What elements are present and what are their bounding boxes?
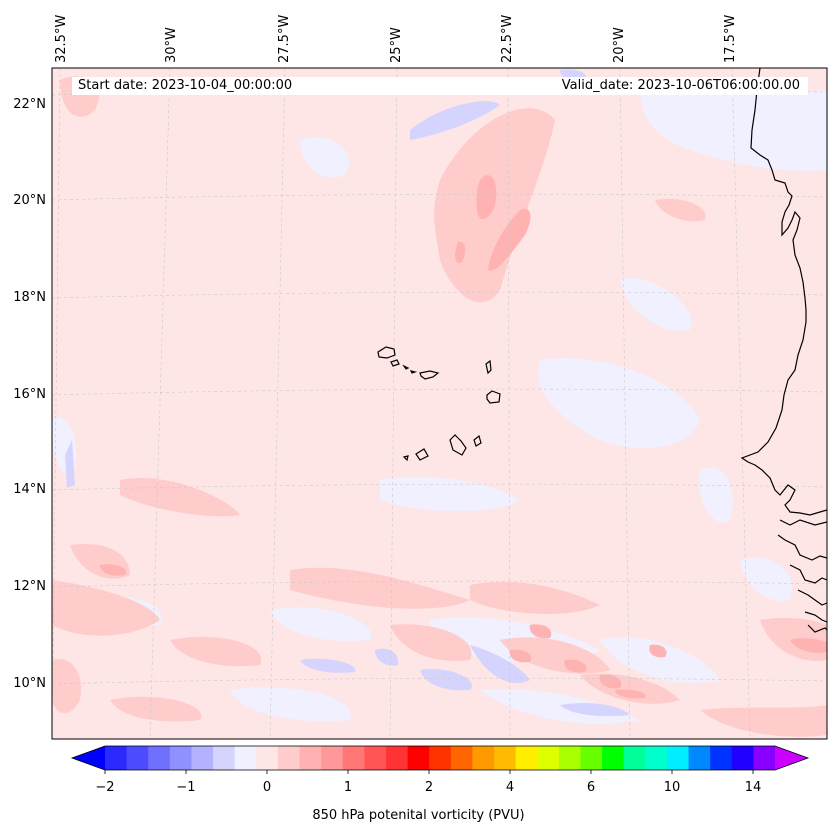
colorbar-swatch [494, 746, 517, 770]
lat-label: 14°N [13, 482, 46, 497]
lon-label: 32.5°W [54, 14, 69, 63]
lat-label: 12°N [13, 579, 46, 594]
colorbar-swatch [429, 746, 452, 770]
lon-label: 30°W [164, 27, 179, 63]
colorbar-swatch [472, 746, 495, 770]
colorbar-swatch [385, 746, 409, 770]
colorbar-swatch [191, 746, 214, 770]
colorbar-tick-label: −2 [95, 780, 115, 795]
lat-label: 20°N [13, 193, 46, 208]
colorbar-swatch [731, 746, 754, 770]
start-date-box: Start date: 2023-10-04_00:00:00 [72, 77, 532, 95]
colorbar-swatch [321, 746, 344, 770]
colorbar-swatch [580, 746, 603, 770]
colorbar-swatch [364, 746, 387, 770]
lon-label: 27.5°W [277, 14, 292, 63]
colorbar-tick-label: 6 [586, 780, 596, 795]
lat-label: 10°N [13, 676, 46, 691]
lon-label: 17.5°W [723, 14, 738, 63]
lon-label: 20°W [612, 27, 627, 63]
colorbar-tick-label: 0 [262, 780, 272, 795]
colorbar-swatch [515, 746, 538, 770]
colorbar-title: 850 hPa potenital vorticity (PVU) [312, 808, 525, 823]
colorbar-swatch [645, 746, 668, 770]
colorbar-tick-label: 10 [663, 780, 681, 795]
colorbar-swatch [234, 746, 257, 770]
colorbar-extend-max [775, 746, 808, 770]
lon-label: 25°W [389, 27, 404, 63]
african-coastline [740, 68, 827, 633]
colorbar-swatch [450, 746, 473, 770]
lon-label: 22.5°W [500, 14, 515, 63]
colorbar-tick-label: 2 [424, 780, 434, 795]
lat-label: 18°N [13, 290, 46, 305]
colorbar-tick-label: 14 [744, 780, 762, 795]
colorbar-swatch [710, 746, 733, 770]
map-frame [51, 67, 828, 740]
positive-pv-strong-patches [100, 175, 827, 699]
colorbar-swatch [105, 746, 128, 770]
colorbar-swatch [277, 746, 301, 770]
colorbar-swatch [602, 746, 625, 770]
colorbar-swatch [666, 746, 690, 770]
colorbar-swatch [169, 746, 192, 770]
colorbar-swatch [342, 746, 365, 770]
valid-date-label: Valid_date: 2023-10-06T06:00:00.00 [561, 78, 800, 93]
cape-verde-islands [377, 346, 501, 462]
colorbar-swatch [148, 746, 171, 770]
colorbar-swatch [407, 746, 430, 770]
colorbar-swatch [126, 746, 149, 770]
colorbar-swatch [299, 746, 322, 770]
colorbar-extend-min [72, 746, 105, 770]
colorbar-swatch [558, 746, 581, 770]
lat-label: 22°N [13, 97, 46, 112]
colorbar [70, 745, 810, 774]
colorbar-tick-label: −1 [176, 780, 196, 795]
start-date-label: Start date: 2023-10-04_00:00:00 [78, 78, 293, 93]
colorbar-swatch [753, 746, 776, 770]
colorbar-tick-label: 4 [505, 780, 515, 795]
colorbar-tick-label: 1 [343, 780, 353, 795]
valid-date-box: Valid_date: 2023-10-06T06:00:00.00 [532, 77, 808, 95]
colorbar-swatch [256, 746, 279, 770]
colorbar-swatch [537, 746, 560, 770]
lat-label: 16°N [13, 387, 46, 402]
colorbar-swatch [213, 746, 236, 770]
colorbar-swatch [623, 746, 646, 770]
colorbar-swatch [688, 746, 711, 770]
